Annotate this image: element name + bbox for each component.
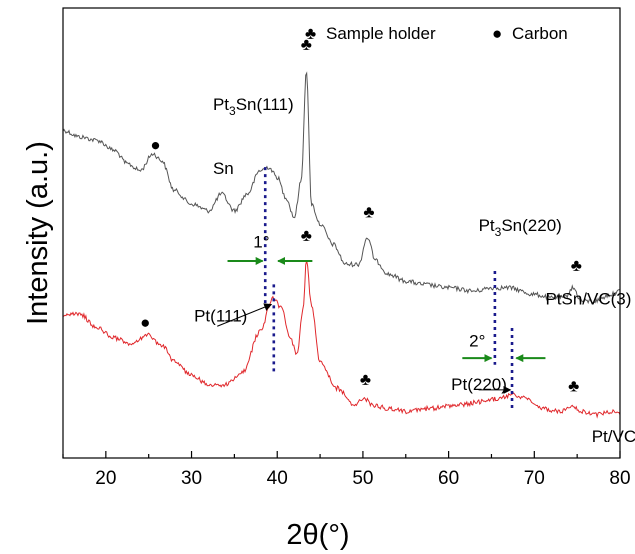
legend: ♣ Sample holder ● Carbon bbox=[305, 24, 568, 43]
legend-carbon-label: Carbon bbox=[512, 24, 568, 43]
x-tick-label-30: 30 bbox=[181, 468, 202, 489]
arrows-layer bbox=[217, 256, 546, 394]
annotation-6: Pt(111) bbox=[194, 306, 247, 325]
annotation-0: Pt3Sn(111) bbox=[213, 95, 294, 118]
holder-marker-3: ♣ bbox=[571, 256, 582, 275]
reference-lines-layer bbox=[263, 167, 514, 409]
x-ticks-layer: 20 30 40 50 60 70 80 bbox=[62, 451, 631, 489]
plot-frame bbox=[62, 7, 621, 459]
series-layer bbox=[62, 71, 621, 419]
annotation-4: 1° bbox=[253, 233, 269, 252]
holder-marker-2: ♣ bbox=[363, 202, 374, 221]
annotations-layer: Pt3Sn(111) Sn Pt3Sn(220) PtSn/VC(3) 1° 2° Pt(1… bbox=[194, 95, 635, 446]
series-line-ptsn-vc3 bbox=[62, 71, 621, 305]
annotation-3: PtSn/VC(3) bbox=[545, 290, 631, 309]
annotation-8: Pt/VC bbox=[592, 427, 635, 446]
annotation-1: Sn bbox=[213, 159, 234, 178]
annotation-5: 2° bbox=[469, 331, 485, 350]
x-tick-label-80: 80 bbox=[609, 468, 630, 489]
legend-holder-label: Sample holder bbox=[326, 24, 436, 43]
x-tick-label-60: 60 bbox=[438, 468, 459, 489]
x-tick-label-70: 70 bbox=[524, 468, 545, 489]
peak-markers-layer: ● ♣ ♣ ♣ ● ♣ ♣ ♣ bbox=[140, 35, 582, 396]
holder-marker-1: ♣ bbox=[301, 35, 312, 54]
annotation-7: Pt(220) bbox=[451, 375, 507, 394]
series-line-pt-vc bbox=[62, 260, 621, 419]
holder-marker-6: ♣ bbox=[360, 370, 371, 389]
legend-holder-symbol: ♣ bbox=[305, 24, 316, 43]
x-axis-title: 2θ(°) bbox=[286, 519, 349, 551]
x-tick-label-40: 40 bbox=[267, 468, 288, 489]
carbon-marker-4: ● bbox=[140, 313, 150, 332]
carbon-marker-0: ● bbox=[150, 135, 160, 154]
x-tick-label-20: 20 bbox=[95, 468, 116, 489]
x-tick-label-50: 50 bbox=[352, 468, 373, 489]
label-arrow-0 bbox=[217, 303, 273, 327]
annotation-2: Pt3Sn(220) bbox=[479, 216, 562, 239]
legend-carbon-symbol: ● bbox=[492, 24, 502, 43]
holder-marker-7: ♣ bbox=[568, 377, 579, 396]
y-axis-title: Intensity (a.u.) bbox=[22, 141, 54, 325]
holder-marker-5: ♣ bbox=[301, 226, 312, 245]
